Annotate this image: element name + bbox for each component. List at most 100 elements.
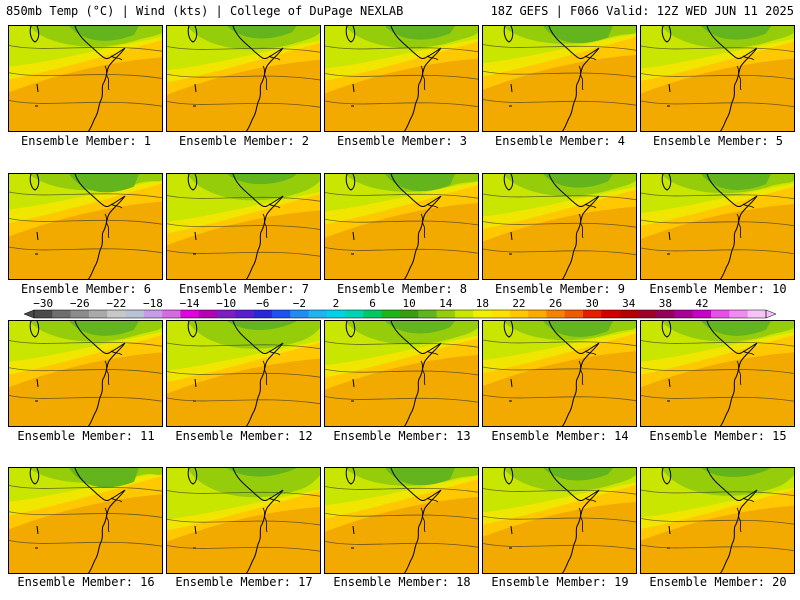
colorbar-swatch	[88, 310, 108, 318]
model-run-info: 18Z GEFS | F066 Valid: 12Z WED JUN 11 20…	[490, 4, 794, 18]
colorbar-tick-label: −6	[256, 297, 269, 310]
temperature-colorbar: −30 −26 −22 −18 −14 −10 −6 −2 2 6 10 14 18 22 26 30 34 38…	[23, 297, 777, 319]
colorbar-tick-label: 30	[586, 297, 599, 310]
temperature-field	[167, 174, 320, 279]
ensemble-member-map	[482, 467, 637, 574]
ensemble-member-label: Ensemble Member: 18	[333, 575, 471, 589]
colorbar-swatch	[418, 310, 437, 318]
ensemble-member-label: Ensemble Member: 10	[649, 282, 787, 296]
ensemble-member-label: Ensemble Member: 20	[649, 575, 787, 589]
temperature-field	[483, 321, 636, 426]
colorbar-tick-label: 42	[695, 297, 708, 310]
colorbar-swatch	[217, 310, 236, 318]
ensemble-member-label: Ensemble Member: 17	[175, 575, 313, 589]
temperature-field	[483, 26, 636, 131]
colorbar-swatch	[125, 310, 145, 318]
colorbar-tick-label: 26	[549, 297, 562, 310]
temperature-field	[167, 468, 320, 573]
colorbar-swatch	[729, 310, 748, 318]
temperature-field	[641, 468, 794, 573]
colorbar-swatch	[253, 310, 273, 318]
colorbar-swatch	[692, 310, 712, 318]
colorbar-tick-label: 2	[333, 297, 340, 310]
colorbar-swatch	[162, 310, 181, 318]
colorbar-swatch	[546, 310, 565, 318]
temperature-field	[483, 468, 636, 573]
colorbar-swatch	[326, 310, 346, 318]
ensemble-member-map	[324, 320, 479, 427]
temperature-field	[9, 321, 162, 426]
colorbar-tick-label: −10	[216, 297, 236, 310]
ensemble-member-map	[324, 467, 479, 574]
ensemble-member-label: Ensemble Member: 3	[336, 134, 468, 148]
colorbar-tick-label: 38	[659, 297, 672, 310]
ensemble-member-map	[166, 467, 321, 574]
temperature-field	[641, 26, 794, 131]
colorbar-swatch	[674, 310, 694, 318]
colorbar-swatch	[564, 310, 584, 318]
colorbar-swatch	[235, 310, 254, 318]
map-title: 850mb Temp (°C) | Wind (kts) | College o…	[6, 4, 404, 18]
ensemble-member-map	[8, 173, 163, 280]
temperature-field	[9, 468, 162, 573]
ensemble-member-map	[640, 467, 795, 574]
colorbar-tick-label: −22	[106, 297, 126, 310]
ensemble-member-label: Ensemble Member: 2	[178, 134, 310, 148]
ensemble-member-label: Ensemble Member: 12	[175, 429, 313, 443]
colorbar-swatch	[454, 310, 474, 318]
colorbar-swatch	[656, 310, 675, 318]
colorbar-swatch	[583, 310, 602, 318]
colorbar-swatch	[107, 310, 126, 318]
colorbar-swatch	[491, 310, 511, 318]
ensemble-member-label: Ensemble Member: 15	[649, 429, 787, 443]
temperature-field	[167, 26, 320, 131]
colorbar-tick-label: 18	[476, 297, 489, 310]
colorbar-tick-label: 34	[622, 297, 636, 310]
colorbar-swatch	[308, 310, 328, 318]
ensemble-member-label: Ensemble Member: 7	[178, 282, 310, 296]
colorbar-swatch	[198, 310, 218, 318]
colorbar-swatch	[747, 310, 767, 318]
ensemble-member-map	[640, 25, 795, 132]
colorbar-swatch	[363, 310, 382, 318]
ensemble-member-map	[166, 320, 321, 427]
ensemble-member-map	[8, 25, 163, 132]
colorbar-swatch	[34, 310, 53, 318]
colorbar-swatch	[52, 310, 71, 318]
colorbar-swatch	[70, 310, 90, 318]
colorbar-swatch	[637, 310, 657, 318]
colorbar-tick-label: 6	[369, 297, 376, 310]
temperature-field	[9, 26, 162, 131]
ensemble-member-label: Ensemble Member: 19	[491, 575, 629, 589]
colorbar-swatch	[509, 310, 529, 318]
ensemble-member-label: Ensemble Member: 9	[494, 282, 626, 296]
ensemble-member-map	[8, 467, 163, 574]
colorbar-tick-label: −14	[180, 297, 200, 310]
temperature-field	[641, 174, 794, 279]
colorbar-swatch	[271, 310, 291, 318]
ensemble-member-map	[324, 173, 479, 280]
colorbar-tick-label: 22	[512, 297, 525, 310]
ensemble-member-map	[482, 25, 637, 132]
ensemble-member-map	[640, 320, 795, 427]
temperature-field	[325, 321, 478, 426]
colorbar-swatch	[180, 310, 199, 318]
ensemble-member-label: Ensemble Member: 6	[20, 282, 152, 296]
colorbar-tick-label: 10	[403, 297, 416, 310]
colorbar-high-arrow	[765, 309, 777, 319]
temperature-field	[9, 174, 162, 279]
ensemble-member-label: Ensemble Member: 4	[494, 134, 626, 148]
colorbar-swatch	[436, 310, 456, 318]
ensemble-member-label: Ensemble Member: 16	[17, 575, 155, 589]
colorbar-swatch	[619, 310, 639, 318]
ensemble-member-label: Ensemble Member: 1	[20, 134, 152, 148]
ensemble-member-map	[482, 320, 637, 427]
colorbar-swatch	[345, 310, 364, 318]
colorbar-tick-label: −26	[70, 297, 90, 310]
colorbar-swatch	[528, 310, 547, 318]
temperature-field	[325, 26, 478, 131]
colorbar-swatch	[143, 310, 163, 318]
temperature-field	[325, 174, 478, 279]
ensemble-member-map	[640, 173, 795, 280]
colorbar-swatch	[290, 310, 309, 318]
